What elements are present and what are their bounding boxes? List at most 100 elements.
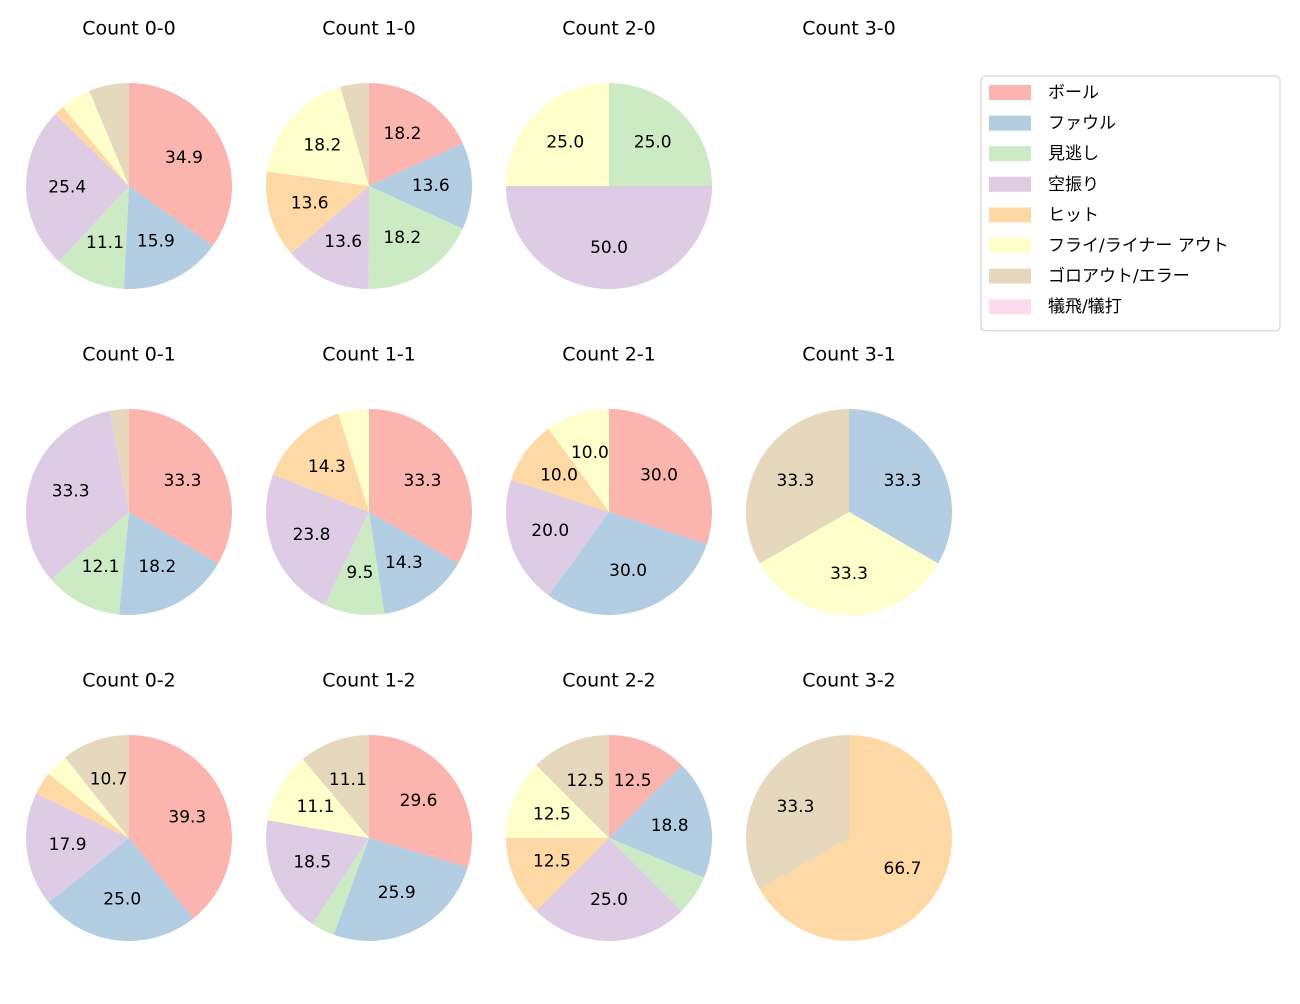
slice-label: 33.3 <box>404 471 442 491</box>
pie-slice <box>51 512 130 615</box>
pie-slice <box>369 83 463 186</box>
pie-slice <box>312 838 369 935</box>
legend-label: ファウル <box>1048 114 1116 134</box>
legend-swatch <box>989 146 1031 162</box>
slice-label: 12.5 <box>533 852 571 872</box>
legend-swatch <box>989 176 1031 192</box>
slice-label: 33.3 <box>164 471 202 491</box>
pie-slice <box>324 512 385 615</box>
pie-slice <box>609 838 705 911</box>
legend-swatch <box>989 85 1031 100</box>
slice-label: 29.6 <box>400 791 438 811</box>
slice-label: 18.2 <box>383 228 421 248</box>
slice-label: 11.1 <box>329 770 367 790</box>
pie-slice <box>506 480 609 596</box>
pie-slice <box>609 409 712 544</box>
pie-slice <box>48 838 194 942</box>
pie-slice <box>849 409 952 564</box>
slice-label: 10.0 <box>571 443 609 463</box>
slice-label: 15.9 <box>137 232 175 252</box>
chart-title: Count 2-2 <box>562 670 656 692</box>
pie-slice <box>548 409 609 512</box>
chart-title: Count 0-2 <box>82 670 176 692</box>
pie-slice <box>109 409 129 512</box>
pie-slice <box>609 765 712 878</box>
pie-slice <box>58 186 130 289</box>
slice-label: 9.5 <box>346 563 373 583</box>
pie-slice <box>369 409 472 564</box>
slice-label: 18.8 <box>651 816 689 836</box>
slice-label: 23.8 <box>293 525 331 545</box>
slice-label: 12.5 <box>614 771 652 791</box>
slice-label: 11.1 <box>86 233 124 253</box>
pie-slice <box>62 90 129 186</box>
legend-swatch <box>989 268 1031 284</box>
slice-label: 30.0 <box>640 466 678 486</box>
pie-slice <box>369 143 473 229</box>
chart-title: Count 0-0 <box>82 18 176 40</box>
pie-slice <box>506 186 712 289</box>
chart-title: Count 2-1 <box>562 344 656 366</box>
slice-label: 10.0 <box>540 466 578 486</box>
slice-label: 30.0 <box>609 561 647 581</box>
pie-slice <box>25 793 130 903</box>
slice-label: 18.2 <box>384 124 422 144</box>
chart-title: Count 0-1 <box>82 344 176 366</box>
chart-title: Count 1-2 <box>322 670 416 692</box>
pie-slice <box>267 759 369 838</box>
slice-label: 18.5 <box>293 852 331 872</box>
pie-slice <box>369 512 459 614</box>
pie-slice <box>548 512 707 615</box>
slice-label: 25.0 <box>546 132 584 152</box>
slice-label: 10.7 <box>90 770 128 790</box>
slice-label: 12.1 <box>82 557 120 577</box>
legend-label: ゴロアウト/エラー <box>1048 266 1190 287</box>
slice-label: 17.9 <box>49 835 87 855</box>
chart-title: Count 1-0 <box>322 18 416 40</box>
pie-slice <box>266 474 369 605</box>
slice-label: 33.3 <box>777 471 815 491</box>
slice-label: 66.7 <box>884 859 922 879</box>
pie-slice <box>745 409 849 564</box>
legend-label: 見逃し <box>1048 144 1099 164</box>
pie-slice <box>129 409 232 564</box>
pie-slice <box>333 838 468 941</box>
slice-label: 14.3 <box>308 457 346 477</box>
chart-title: Count 3-2 <box>802 670 896 692</box>
slice-label: 13.6 <box>324 232 362 252</box>
chart-title: Count 1-1 <box>322 344 416 366</box>
slice-label: 34.9 <box>165 148 203 168</box>
pie-slice <box>536 838 682 941</box>
pie-slice <box>25 410 130 580</box>
pie-slice <box>536 735 609 838</box>
pie-slice <box>609 83 712 186</box>
slice-label: 12.5 <box>533 804 571 824</box>
legend-swatch <box>989 207 1031 223</box>
pie-slice <box>609 735 682 838</box>
legend-label: 犠飛/犠打 <box>1048 297 1122 317</box>
pie-slice <box>506 838 609 911</box>
legend-label: フライ/ライナー アウト <box>1048 236 1229 256</box>
pie-slice <box>89 83 129 186</box>
legend-box <box>980 75 1281 332</box>
slice-label: 14.3 <box>385 553 423 573</box>
chart-title: Count 3-1 <box>802 344 896 366</box>
slice-label: 11.1 <box>297 797 335 817</box>
chart-title: Count 3-0 <box>802 18 896 40</box>
pie-slice <box>48 757 129 838</box>
pie-slice <box>368 186 463 289</box>
slice-label: 25.4 <box>48 178 86 198</box>
slice-label: 50.0 <box>590 238 628 258</box>
legend-swatch <box>989 299 1031 315</box>
pie-slice <box>267 87 369 186</box>
pie-slice <box>340 83 369 186</box>
pie-slice <box>129 83 233 247</box>
legend-swatch <box>989 238 1031 253</box>
pie-slice <box>369 735 472 868</box>
slice-label: 33.3 <box>52 482 90 502</box>
pie-slice <box>64 735 129 838</box>
pie-slice <box>118 512 219 615</box>
legend-label: 空振り <box>1048 175 1099 195</box>
pie-slice <box>745 735 849 890</box>
